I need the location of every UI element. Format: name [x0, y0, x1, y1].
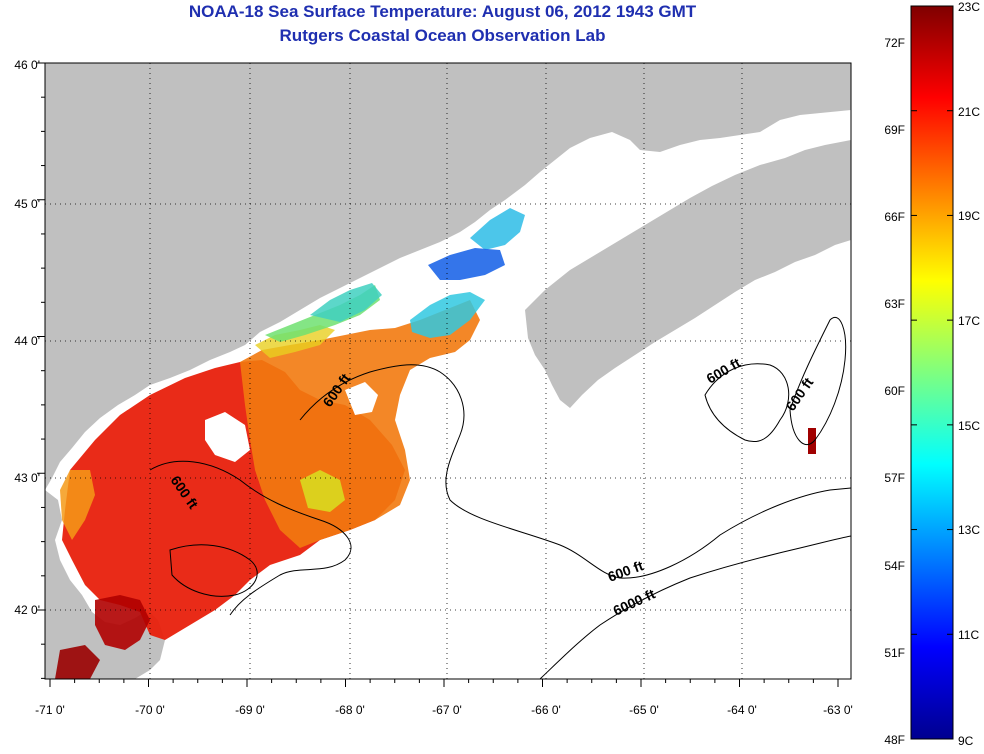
colorbar-f-label: 54F	[884, 559, 905, 573]
sst-cyan-upper	[470, 208, 525, 250]
map-title: NOAA-18 Sea Surface Temperature: August …	[188, 2, 697, 21]
lon-label: -65 0'	[629, 703, 659, 717]
sst-yellow-patch	[300, 470, 345, 512]
contour-600ft-browns	[704, 363, 790, 443]
colorbar-c-label: 23C	[958, 0, 980, 14]
lon-label: -71 0'	[35, 703, 65, 717]
colorbar-c-label: 21C	[958, 105, 980, 119]
contour-inner-loop	[169, 544, 258, 597]
sst-cyan-band-2	[310, 283, 382, 322]
lat-label: 43 0'	[14, 471, 40, 485]
colorbar-c-label: 11C	[958, 628, 979, 642]
lon-label: -63 0'	[823, 703, 853, 717]
map-subtitle: Rutgers Coastal Ocean Observation Lab	[279, 26, 606, 45]
colorbar-c-label: 13C	[958, 523, 980, 537]
latitude-labels: 46 0' 45 0' 44 0' 43 0' 42 0'	[14, 58, 40, 617]
colorbar-gradient	[910, 5, 954, 740]
lon-label: -69 0'	[235, 703, 265, 717]
land-nova-scotia	[525, 140, 851, 408]
colorbar-c-label: 9C	[958, 734, 974, 748]
map-area	[45, 63, 851, 679]
colorbar-f-label: 72F	[884, 36, 905, 50]
lon-label: -67 0'	[432, 703, 462, 717]
colorbar-ticks	[911, 5, 953, 740]
lat-label: 42 0'	[14, 603, 40, 617]
colorbar-f-label: 60F	[884, 384, 905, 398]
lat-label: 44 0'	[14, 334, 40, 348]
colorbar-c-label: 15C	[958, 419, 980, 433]
cloud-gap	[205, 412, 250, 462]
colorbar-f-label: 69F	[884, 123, 905, 137]
colorbar-f-label: 66F	[884, 210, 905, 224]
contour-600ft-gulf	[149, 460, 352, 616]
lat-label: 45 0'	[14, 197, 40, 211]
cloud-gap-2	[345, 382, 378, 415]
colorbar-c-label: 17C	[958, 314, 980, 328]
contour-600ft-east	[789, 317, 847, 446]
longitude-labels: -71 0' -70 0' -69 0' -68 0' -67 0' -66 0…	[35, 703, 853, 717]
sst-yellow-band	[255, 325, 335, 358]
colorbar-f-label: 57F	[884, 471, 905, 485]
lon-label: -68 0'	[335, 703, 365, 717]
lat-label: 46 0'	[14, 58, 40, 72]
tick-marks	[37, 62, 839, 687]
sst-blue-patch	[428, 248, 505, 280]
contour-600ft-basin	[299, 364, 851, 579]
lon-label: -70 0'	[135, 703, 165, 717]
sst-deep-red-patch	[95, 595, 150, 650]
lon-label: -64 0'	[727, 703, 757, 717]
sst-deep-red-patch-2	[55, 645, 100, 679]
contour-6000ft	[539, 535, 851, 679]
colorbar: 23C 21C 19C 17C 15C 13C 11C 9C 72F 69F 6…	[884, 0, 980, 748]
bathymetry-contours	[149, 317, 851, 679]
colorbar-c-label: 19C	[958, 209, 980, 223]
land-maine-new-brunswick	[45, 63, 851, 490]
sst-cyan-band	[410, 292, 485, 338]
colorbar-f-label: 51F	[884, 646, 905, 660]
sst-red-spot	[808, 428, 816, 454]
colorbar-f-label: 48F	[884, 733, 905, 747]
sst-orange-band	[240, 300, 480, 548]
colorbar-f-label: 63F	[884, 297, 905, 311]
sst-orange-edge	[60, 470, 95, 540]
lon-label: -66 0'	[531, 703, 561, 717]
